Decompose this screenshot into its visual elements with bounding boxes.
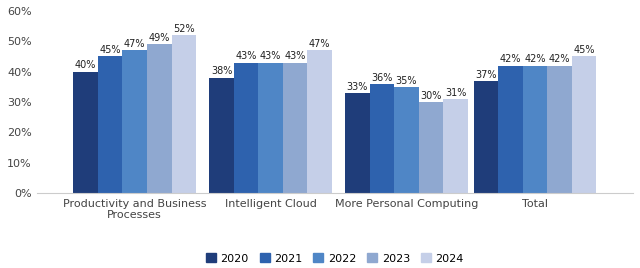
Bar bbox=[234, 62, 259, 193]
Bar bbox=[572, 57, 596, 193]
Bar bbox=[474, 81, 498, 193]
Bar bbox=[345, 93, 370, 193]
Text: 36%: 36% bbox=[371, 73, 393, 83]
Bar bbox=[444, 99, 468, 193]
Text: 43%: 43% bbox=[284, 51, 306, 61]
Text: 42%: 42% bbox=[548, 54, 570, 64]
Text: 40%: 40% bbox=[75, 60, 97, 70]
Bar bbox=[394, 87, 419, 193]
Bar bbox=[283, 62, 307, 193]
Text: 45%: 45% bbox=[99, 45, 121, 55]
Bar bbox=[74, 72, 98, 193]
Bar bbox=[523, 66, 547, 193]
Text: 35%: 35% bbox=[396, 76, 417, 85]
Text: 43%: 43% bbox=[260, 51, 282, 61]
Bar bbox=[498, 66, 523, 193]
Text: 30%: 30% bbox=[420, 91, 442, 101]
Bar bbox=[419, 102, 444, 193]
Text: 49%: 49% bbox=[148, 33, 170, 43]
Bar bbox=[122, 50, 147, 193]
Bar bbox=[147, 44, 172, 193]
Bar bbox=[98, 57, 122, 193]
Text: 37%: 37% bbox=[475, 69, 497, 80]
Bar bbox=[259, 62, 283, 193]
Text: 52%: 52% bbox=[173, 24, 195, 34]
Bar bbox=[307, 50, 332, 193]
Text: 45%: 45% bbox=[573, 45, 595, 55]
Bar bbox=[370, 84, 394, 193]
Text: 38%: 38% bbox=[211, 66, 232, 76]
Text: 42%: 42% bbox=[524, 54, 546, 64]
Bar bbox=[172, 35, 196, 193]
Legend: 2020, 2021, 2022, 2023, 2024: 2020, 2021, 2022, 2023, 2024 bbox=[205, 253, 464, 263]
Text: 47%: 47% bbox=[124, 39, 145, 49]
Text: 43%: 43% bbox=[236, 51, 257, 61]
Text: 33%: 33% bbox=[347, 82, 368, 92]
Text: 42%: 42% bbox=[500, 54, 521, 64]
Text: 47%: 47% bbox=[309, 39, 330, 49]
Bar bbox=[547, 66, 572, 193]
Bar bbox=[209, 78, 234, 193]
Text: 31%: 31% bbox=[445, 88, 467, 98]
